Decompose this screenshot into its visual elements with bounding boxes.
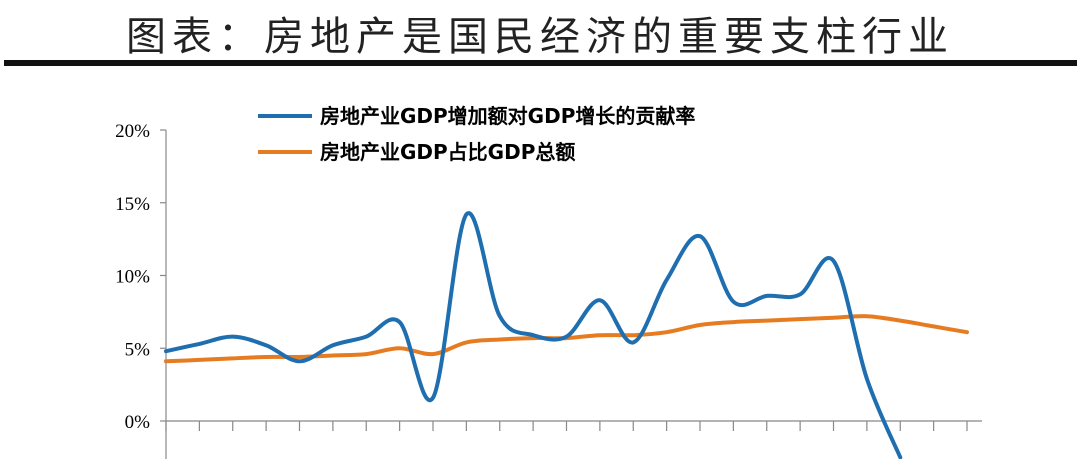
- legend-label-share: 房地产业GDP占比GDP总额: [320, 140, 575, 164]
- axis-layer: [165, 130, 982, 459]
- y-tick-label: 5%: [125, 339, 151, 360]
- y-tick-label: 20%: [115, 121, 150, 142]
- legend-label-contribution: 房地产业GDP增加额对GDP增长的贡献率: [320, 104, 695, 128]
- y-tick-label: 0%: [125, 412, 151, 433]
- y-tick-label: 15%: [115, 194, 150, 215]
- y-tick-layer: 0% 5% 10% 15% 20%: [115, 121, 166, 433]
- title-rule: [4, 60, 1077, 66]
- page-title: 图表：房地产是国民经济的重要支柱行业: [126, 14, 954, 60]
- series-line-contribution: [164, 211, 903, 459]
- series-layer: [164, 211, 969, 459]
- y-tick-label: 10%: [115, 267, 150, 288]
- legend: 房地产业GDP增加额对GDP增长的贡献率 房地产业GDP占比GDP总额: [258, 104, 695, 164]
